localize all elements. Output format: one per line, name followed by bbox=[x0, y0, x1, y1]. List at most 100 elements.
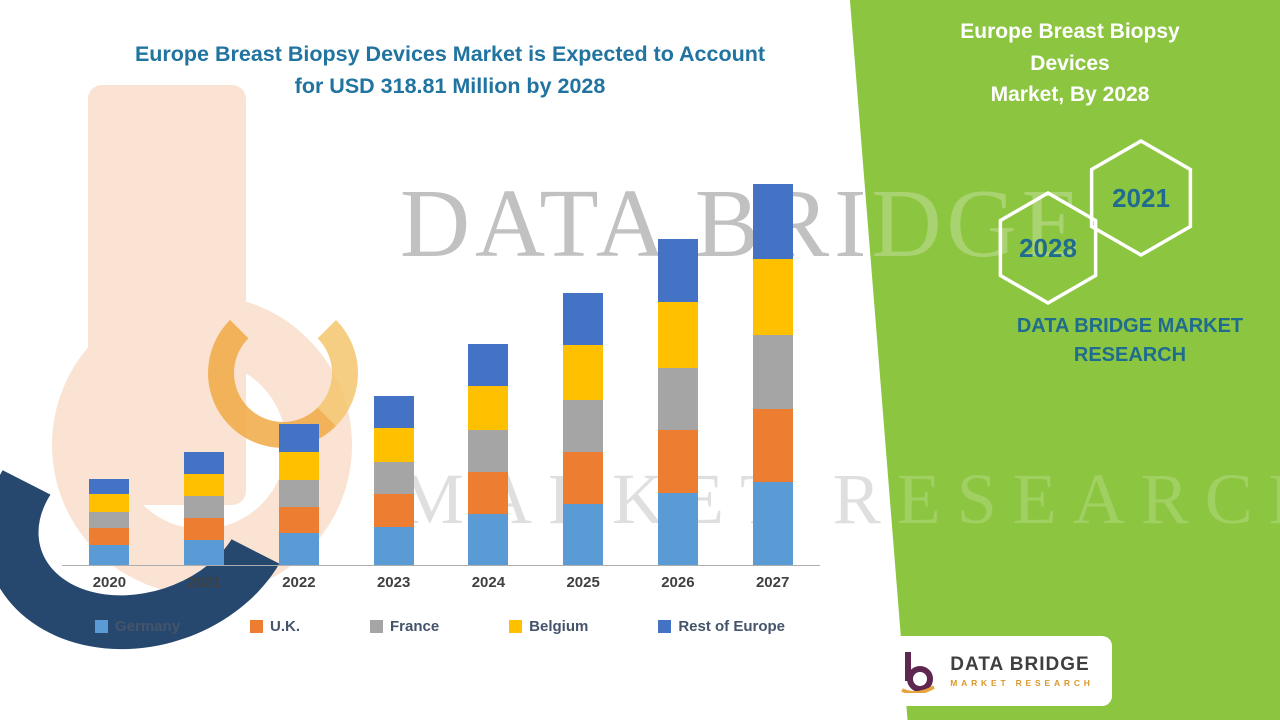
bar-segment-rest-of-europe-2025 bbox=[563, 293, 604, 346]
bar-segment-u-k--2027 bbox=[752, 408, 793, 483]
bar-segment-belgium-2022 bbox=[278, 452, 319, 480]
x-axis-labels: 2020 2021 2022 2023 2024 2025 2026 2027 bbox=[62, 574, 820, 591]
side-panel-brand-text: DATA BRIDGE MARKET RESEARCH bbox=[1000, 312, 1260, 370]
company-logo-text: DATA BRIDGE MARKET RESEARCH bbox=[950, 654, 1093, 689]
bar-segment-rest-of-europe-2024 bbox=[468, 344, 509, 386]
bar-segment-germany-2020 bbox=[89, 544, 130, 565]
legend-swatch bbox=[95, 620, 108, 633]
legend-swatch bbox=[369, 620, 383, 633]
bar-segment-belgium-2025 bbox=[563, 345, 604, 400]
company-logo-icon bbox=[901, 652, 936, 693]
legend-item-belgium: Belgium bbox=[509, 618, 588, 635]
stacked-bar-chart: 2020 2021 2022 2023 2024 2025 2026 2027 bbox=[62, 165, 820, 591]
company-logo-name: DATA BRIDGE bbox=[950, 653, 1090, 675]
legend-label: U.K. bbox=[270, 618, 301, 635]
bar-segment-rest-of-europe-2026 bbox=[657, 238, 698, 303]
legend-item-rest-of-europe: Rest of Europe bbox=[658, 618, 785, 635]
legend-item-u-k-: U.K. bbox=[250, 618, 300, 635]
bar-segment-rest-of-europe-2022 bbox=[278, 424, 319, 452]
bar-segment-u-k--2026 bbox=[657, 430, 698, 493]
bar-segment-france-2023 bbox=[373, 462, 414, 494]
legend-label: Germany bbox=[115, 618, 181, 635]
bar-stack-2026 bbox=[657, 238, 698, 565]
bar-segment-rest-of-europe-2020 bbox=[89, 478, 130, 494]
bar-segment-france-2027 bbox=[752, 335, 793, 409]
bar-segment-rest-of-europe-2021 bbox=[184, 452, 225, 474]
bar-segment-france-2024 bbox=[468, 430, 509, 473]
bar-segment-france-2022 bbox=[278, 479, 319, 507]
bar-stack-2023 bbox=[373, 396, 414, 565]
x-axis-label-2027: 2027 bbox=[755, 574, 790, 591]
page-title: Europe Breast Biopsy Devices Market is E… bbox=[85, 38, 815, 103]
bar-segment-germany-2025 bbox=[563, 504, 604, 565]
bar-column-2021 bbox=[157, 165, 252, 565]
bar-segment-u-k--2023 bbox=[373, 493, 414, 527]
bar-segment-germany-2024 bbox=[468, 514, 509, 565]
bar-segment-france-2021 bbox=[184, 496, 225, 519]
bar-segment-germany-2022 bbox=[278, 533, 319, 565]
year-hexagons: 2028 2021 bbox=[998, 138, 1193, 306]
bar-column-2026 bbox=[631, 165, 726, 565]
legend-swatch bbox=[658, 620, 672, 633]
x-axis-label-2020: 2020 bbox=[92, 574, 127, 591]
bar-segment-belgium-2020 bbox=[89, 493, 130, 512]
bar-column-2027 bbox=[725, 165, 820, 565]
x-axis-label-2022: 2022 bbox=[282, 574, 316, 591]
bar-stack-2020 bbox=[89, 478, 130, 565]
legend-item-germany: Germany bbox=[95, 618, 180, 635]
bar-segment-u-k--2021 bbox=[184, 518, 225, 540]
side-panel-title: Europe Breast Biopsy Devices Market, By … bbox=[920, 16, 1220, 111]
bar-segment-u-k--2025 bbox=[563, 451, 604, 505]
bar-column-2025 bbox=[536, 165, 631, 565]
company-logo: DATA BRIDGE MARKET RESEARCH bbox=[878, 636, 1112, 706]
legend-item-france: France bbox=[369, 618, 440, 635]
bar-segment-france-2026 bbox=[657, 368, 698, 431]
page-title-line1: Europe Breast Biopsy Devices Market is E… bbox=[134, 42, 766, 66]
bar-segment-rest-of-europe-2023 bbox=[373, 396, 414, 428]
bar-segment-belgium-2024 bbox=[468, 385, 509, 431]
legend: Germany U.K. France Belgium Rest of Europe bbox=[95, 618, 785, 635]
x-axis-label-2024: 2024 bbox=[471, 574, 506, 591]
legend-label: Rest of Europe bbox=[678, 618, 785, 635]
x-axis-label-2025: 2025 bbox=[566, 574, 600, 591]
bar-stack-2025 bbox=[563, 293, 604, 565]
bar-segment-belgium-2026 bbox=[657, 302, 698, 369]
company-logo-subtitle: MARKET RESEARCH bbox=[950, 677, 1094, 688]
bar-segment-germany-2027 bbox=[752, 482, 793, 565]
hexagon-2028-label: 2028 bbox=[1019, 233, 1077, 263]
bar-segment-germany-2021 bbox=[184, 539, 225, 565]
legend-swatch bbox=[250, 620, 264, 633]
bar-stack-2021 bbox=[184, 452, 225, 565]
hexagon-2021-label: 2021 bbox=[1112, 183, 1170, 213]
bar-segment-france-2020 bbox=[89, 511, 130, 529]
bar-segment-germany-2023 bbox=[373, 526, 414, 565]
bar-segment-u-k--2020 bbox=[89, 528, 130, 545]
x-axis-label-2026: 2026 bbox=[661, 574, 695, 591]
bar-segment-belgium-2021 bbox=[184, 473, 225, 497]
bar-column-2022 bbox=[252, 165, 347, 565]
brand-text-line1: DATA BRIDGE MARKET bbox=[1016, 315, 1244, 337]
bar-segment-rest-of-europe-2027 bbox=[752, 184, 793, 259]
hexagon-2021-outline bbox=[1089, 138, 1193, 258]
bar-column-2023 bbox=[346, 165, 441, 565]
bar-stack-2022 bbox=[278, 424, 319, 565]
bar-segment-belgium-2023 bbox=[373, 427, 414, 463]
bar-segment-u-k--2022 bbox=[278, 506, 319, 534]
bar-segment-belgium-2027 bbox=[752, 258, 793, 336]
side-panel-title-line1: Europe Breast Biopsy Devices bbox=[960, 20, 1180, 75]
legend-label: Belgium bbox=[529, 618, 589, 635]
bar-stack-2027 bbox=[752, 184, 793, 565]
bar-column-2020 bbox=[62, 165, 157, 565]
page-title-line2: for USD 318.81 Million by 2028 bbox=[294, 74, 606, 99]
bar-segment-u-k--2024 bbox=[468, 472, 509, 515]
bar-chart-bars bbox=[62, 165, 820, 566]
bar-column-2024 bbox=[441, 165, 536, 565]
bar-stack-2024 bbox=[468, 344, 509, 565]
bar-segment-france-2025 bbox=[563, 399, 604, 452]
bar-segment-germany-2026 bbox=[657, 492, 698, 565]
x-axis-label-2021: 2021 bbox=[187, 574, 221, 591]
legend-swatch bbox=[509, 620, 523, 633]
legend-label: France bbox=[389, 618, 440, 635]
